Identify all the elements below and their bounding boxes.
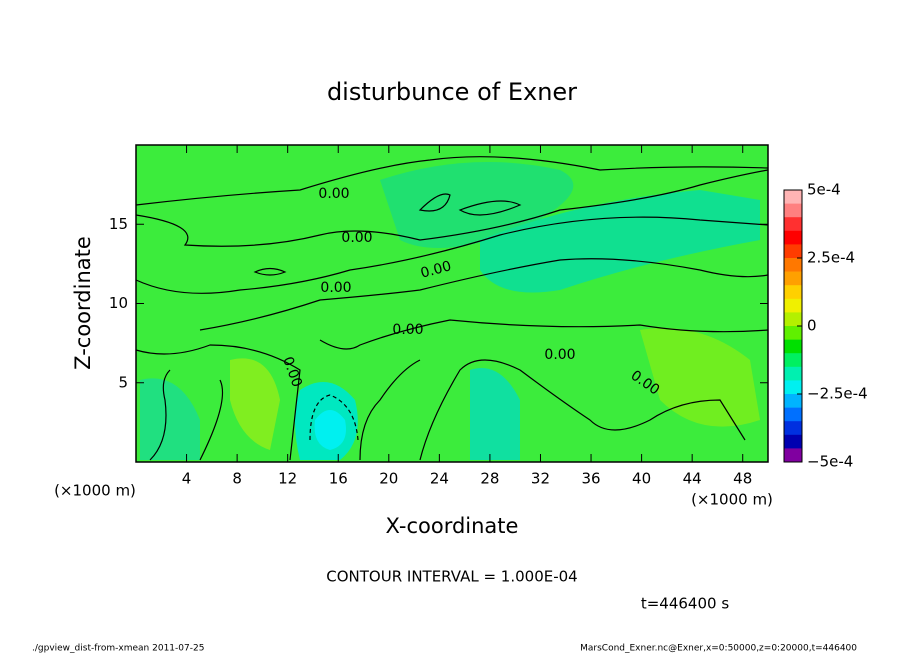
colorbar-band <box>784 285 802 300</box>
colorbar-band <box>784 258 802 272</box>
colorbar-band <box>784 421 802 436</box>
colorbar-tick-label: 2.5e-4 <box>807 249 855 267</box>
colorbar-band <box>784 380 802 395</box>
footer-right: MarsCond_Exner.nc@Exner,x=0:50000,z=0:20… <box>580 644 857 654</box>
contour-label: 0.00 <box>392 322 423 338</box>
x-tick-label: 12 <box>278 470 297 488</box>
colorbar-band <box>784 244 802 259</box>
x-tick-label: 4 <box>182 470 192 488</box>
x-tick-label: 32 <box>531 470 550 488</box>
contour-label: 0.00 <box>320 280 351 296</box>
y-axis-title: Z-coordinate <box>71 236 95 370</box>
x-unit: (×1000 m) <box>54 482 136 500</box>
field-patch <box>470 368 520 460</box>
time-label: t=446400 s <box>641 595 729 613</box>
contour-label: 0.00 <box>341 230 372 246</box>
colorbar-band <box>784 312 802 327</box>
contour-label: 0.00 <box>318 186 349 202</box>
field-patch <box>314 410 346 450</box>
colorbar-tick-label: −5e-4 <box>807 453 853 471</box>
contour-line <box>135 156 769 206</box>
contour-line <box>149 369 223 461</box>
y-tick-label: 5 <box>118 373 128 391</box>
field-patch <box>480 190 760 293</box>
contour-line <box>309 394 359 441</box>
y-tick-label: 10 <box>109 294 128 312</box>
colorbar-band <box>784 203 802 218</box>
colorbar-band <box>784 271 802 286</box>
contour-label: 0.00 <box>544 347 575 363</box>
x-tick-label: 44 <box>683 470 702 488</box>
colorbar-band <box>784 230 802 245</box>
colorbar-band <box>784 353 802 368</box>
x-tick-label: 36 <box>581 470 600 488</box>
x-tick-label: 20 <box>379 470 398 488</box>
contour-line <box>135 319 769 461</box>
field-patch <box>230 358 280 450</box>
field <box>135 145 769 462</box>
x-tick-label: 8 <box>232 470 242 488</box>
colorbar-band <box>784 448 802 463</box>
x-tick-label: 28 <box>480 470 499 488</box>
colorbar-band <box>784 339 802 354</box>
colorbar-tick-label: 5e-4 <box>807 181 841 199</box>
contour-line <box>135 169 769 247</box>
contour-interval: CONTOUR INTERVAL = 1.000E-04 <box>326 568 577 586</box>
x-tick-label: 16 <box>329 470 348 488</box>
field-patch <box>640 328 760 427</box>
chart-title: disturbunce of Exner <box>327 78 577 106</box>
colorbar-band <box>784 407 802 422</box>
x-axis-title: X-coordinate <box>386 514 519 538</box>
x-tick-label: 24 <box>430 470 449 488</box>
colorbar-band <box>784 394 802 408</box>
contour-label: 0.00 <box>419 258 453 282</box>
x-unit: (×1000 m) <box>691 491 773 509</box>
y-tick-label: 15 <box>109 215 128 233</box>
contour-line <box>359 359 746 461</box>
footer-left: ./gpview_dist-from-xmean 2011-07-25 <box>32 644 204 654</box>
colorbar-band <box>784 298 802 313</box>
colorbar-band <box>784 366 802 381</box>
contour-line <box>135 216 769 294</box>
colorbar-tick-label: −2.5e-4 <box>807 385 868 403</box>
field-patch <box>140 378 200 460</box>
colorbar-band <box>784 217 802 232</box>
colorbar-tick-label: 0 <box>807 317 817 335</box>
x-tick-label: 48 <box>733 470 752 488</box>
contour-line <box>253 193 522 276</box>
colorbar-band <box>784 326 802 340</box>
colorbar-band <box>784 190 802 204</box>
x-tick-label: 40 <box>632 470 651 488</box>
colorbar-band <box>784 434 802 449</box>
contour-line <box>199 258 769 331</box>
